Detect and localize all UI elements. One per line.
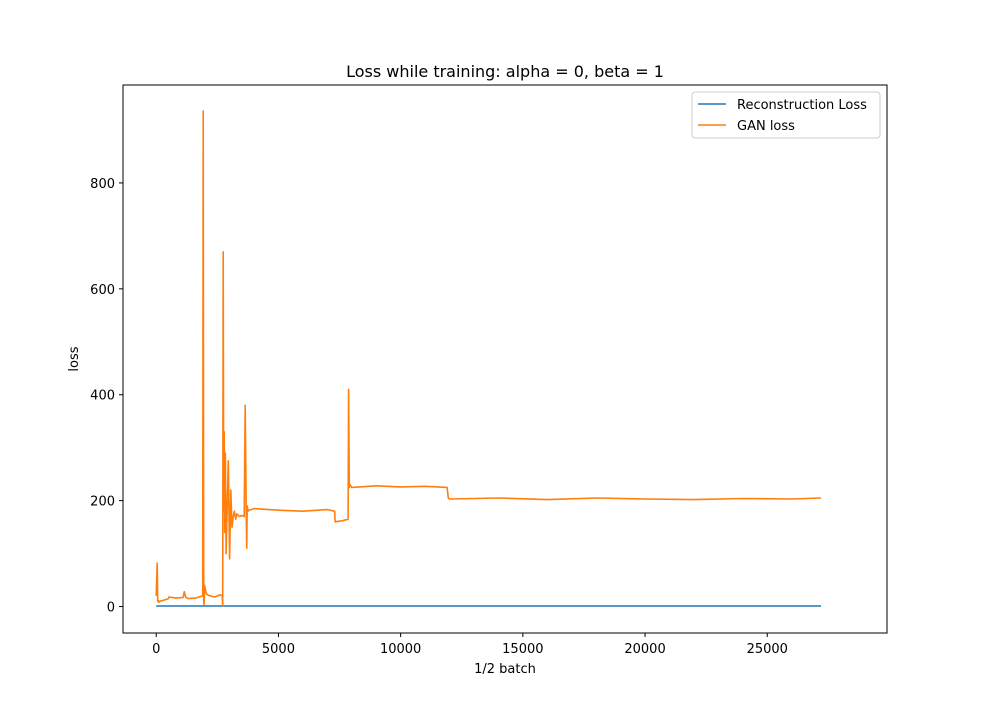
legend-label: Reconstruction Loss bbox=[737, 98, 867, 113]
x-axis-label: 1/2 batch bbox=[474, 662, 536, 677]
x-tick-label: 20000 bbox=[624, 642, 665, 657]
y-tick-label: 400 bbox=[90, 389, 115, 404]
y-tick-label: 200 bbox=[90, 495, 115, 510]
chart-title: Loss while training: alpha = 0, beta = 1 bbox=[346, 62, 664, 81]
legend: Reconstruction Loss GAN loss bbox=[691, 91, 881, 139]
x-axis: 0 5000 10000 15000 20000 25000 bbox=[152, 633, 788, 657]
series-line-gan-loss bbox=[155, 110, 822, 607]
x-tick-label: 0 bbox=[152, 642, 160, 657]
legend-label: GAN loss bbox=[737, 119, 795, 134]
plot-frame bbox=[122, 84, 888, 634]
y-tick-label: 800 bbox=[90, 177, 115, 192]
x-tick-label: 15000 bbox=[502, 642, 543, 657]
y-axis-label: loss bbox=[67, 346, 82, 371]
x-tick-label: 25000 bbox=[747, 642, 788, 657]
legend-box bbox=[691, 91, 881, 139]
plot-lines bbox=[155, 110, 822, 607]
y-tick-label: 0 bbox=[107, 601, 115, 616]
x-tick-label: 10000 bbox=[380, 642, 421, 657]
x-tick-label: 5000 bbox=[262, 642, 295, 657]
y-tick-label: 600 bbox=[90, 283, 115, 298]
y-axis: 0 200 400 600 800 bbox=[90, 177, 123, 616]
